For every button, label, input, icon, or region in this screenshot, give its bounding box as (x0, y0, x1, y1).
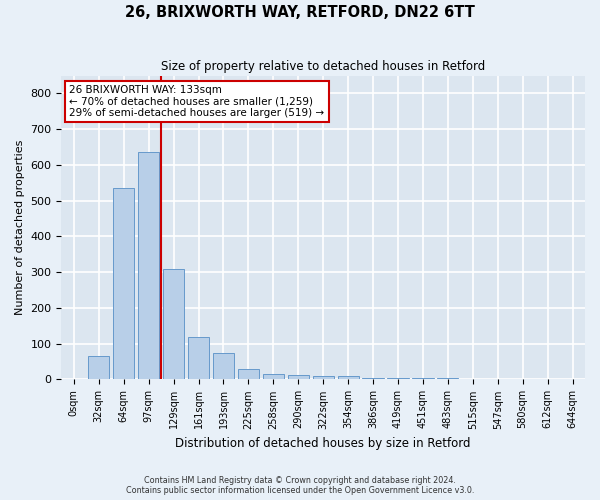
Bar (412, 378, 434, 380)
Title: Size of property relative to detached houses in Retford: Size of property relative to detached ho… (161, 60, 485, 73)
Bar (88, 356, 109, 380)
Bar (462, 378, 484, 380)
Bar (213, 352, 234, 380)
Bar (437, 378, 458, 380)
Bar (338, 376, 359, 380)
Bar (238, 370, 259, 380)
Bar (263, 374, 284, 380)
Bar (362, 378, 383, 380)
Text: 26 BRIXWORTH WAY: 133sqm
← 70% of detached houses are smaller (1,259)
29% of sem: 26 BRIXWORTH WAY: 133sqm ← 70% of detach… (69, 84, 325, 118)
Text: Contains HM Land Registry data © Crown copyright and database right 2024.
Contai: Contains HM Land Registry data © Crown c… (126, 476, 474, 495)
Bar (287, 375, 309, 380)
Bar (388, 378, 409, 380)
Bar (113, 188, 134, 380)
Bar (188, 336, 209, 380)
Text: 26, BRIXWORTH WAY, RETFORD, DN22 6TT: 26, BRIXWORTH WAY, RETFORD, DN22 6TT (125, 5, 475, 20)
X-axis label: Distribution of detached houses by size in Retford: Distribution of detached houses by size … (175, 437, 471, 450)
Bar (313, 376, 334, 380)
Bar (138, 152, 159, 380)
Y-axis label: Number of detached properties: Number of detached properties (15, 140, 25, 315)
Bar (163, 268, 184, 380)
